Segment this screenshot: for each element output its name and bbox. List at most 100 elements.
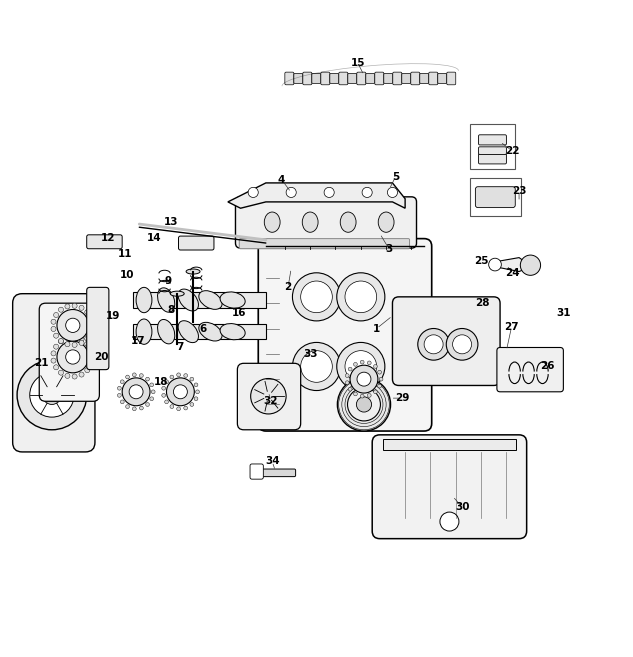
Circle shape [132, 407, 136, 411]
Text: 2: 2 [284, 283, 292, 292]
FancyBboxPatch shape [39, 303, 99, 401]
FancyBboxPatch shape [402, 74, 411, 83]
Circle shape [54, 344, 59, 349]
FancyBboxPatch shape [475, 187, 515, 208]
Ellipse shape [220, 323, 245, 340]
Polygon shape [494, 258, 532, 271]
FancyBboxPatch shape [411, 72, 420, 85]
Circle shape [177, 373, 180, 376]
Text: 31: 31 [556, 307, 570, 318]
FancyBboxPatch shape [348, 74, 357, 83]
Circle shape [170, 405, 173, 409]
Circle shape [30, 373, 74, 417]
Text: 21: 21 [34, 358, 48, 369]
Circle shape [248, 187, 258, 198]
Text: 12: 12 [101, 233, 115, 243]
FancyBboxPatch shape [252, 469, 296, 476]
Circle shape [387, 187, 398, 198]
Circle shape [65, 373, 70, 378]
Circle shape [286, 187, 296, 198]
Circle shape [79, 372, 84, 377]
Circle shape [373, 365, 377, 369]
Circle shape [90, 355, 95, 359]
Circle shape [85, 341, 90, 346]
Text: 28: 28 [475, 298, 489, 308]
Circle shape [453, 335, 472, 354]
Polygon shape [228, 183, 405, 208]
Circle shape [292, 342, 341, 390]
Ellipse shape [158, 288, 175, 312]
Circle shape [79, 306, 84, 310]
FancyBboxPatch shape [179, 236, 214, 250]
Text: 8: 8 [167, 304, 175, 315]
Ellipse shape [186, 269, 200, 274]
Circle shape [122, 378, 150, 406]
FancyBboxPatch shape [372, 435, 527, 539]
Circle shape [378, 371, 382, 374]
Circle shape [165, 380, 168, 384]
Circle shape [58, 339, 63, 344]
Circle shape [348, 367, 352, 371]
Text: 16: 16 [232, 307, 246, 318]
FancyBboxPatch shape [285, 72, 294, 85]
Circle shape [150, 383, 154, 387]
FancyBboxPatch shape [392, 297, 500, 386]
Text: 7: 7 [177, 342, 184, 353]
Text: 10: 10 [120, 269, 134, 280]
Circle shape [118, 394, 122, 397]
Circle shape [345, 281, 377, 313]
Circle shape [446, 328, 478, 360]
Circle shape [58, 338, 63, 344]
Circle shape [139, 374, 143, 377]
Text: 24: 24 [505, 268, 520, 278]
FancyBboxPatch shape [366, 74, 375, 83]
FancyBboxPatch shape [258, 238, 432, 431]
Circle shape [356, 397, 372, 412]
Circle shape [72, 374, 77, 379]
Circle shape [173, 385, 187, 399]
Circle shape [151, 390, 155, 394]
Circle shape [89, 330, 94, 335]
Circle shape [42, 386, 61, 405]
Circle shape [378, 384, 382, 388]
Circle shape [54, 313, 59, 317]
Circle shape [489, 258, 501, 271]
Circle shape [184, 374, 187, 377]
Circle shape [132, 373, 136, 376]
FancyBboxPatch shape [447, 72, 456, 85]
Circle shape [165, 400, 168, 404]
Circle shape [357, 372, 371, 386]
Text: 17: 17 [130, 336, 146, 346]
FancyBboxPatch shape [470, 124, 515, 169]
Circle shape [337, 342, 385, 390]
Circle shape [418, 328, 449, 360]
Circle shape [162, 394, 166, 397]
Circle shape [190, 403, 194, 407]
Circle shape [301, 281, 332, 313]
Ellipse shape [136, 287, 152, 313]
Circle shape [367, 361, 371, 365]
FancyBboxPatch shape [321, 72, 330, 85]
FancyBboxPatch shape [237, 363, 301, 430]
Text: 26: 26 [541, 361, 555, 371]
Circle shape [251, 378, 286, 414]
Circle shape [72, 335, 77, 340]
Circle shape [51, 351, 56, 356]
Circle shape [54, 333, 59, 338]
FancyBboxPatch shape [393, 72, 402, 85]
Circle shape [346, 381, 349, 384]
FancyBboxPatch shape [312, 74, 321, 83]
Circle shape [194, 383, 198, 387]
Circle shape [89, 361, 94, 367]
Circle shape [58, 370, 63, 375]
Circle shape [51, 358, 56, 363]
Text: 11: 11 [118, 250, 132, 260]
Text: 29: 29 [395, 393, 409, 403]
Ellipse shape [303, 212, 318, 233]
Text: 5: 5 [392, 171, 399, 181]
Text: 34: 34 [265, 457, 280, 466]
Text: 1: 1 [373, 323, 380, 334]
Text: 32: 32 [264, 396, 278, 406]
Circle shape [65, 304, 70, 309]
FancyBboxPatch shape [294, 74, 303, 83]
